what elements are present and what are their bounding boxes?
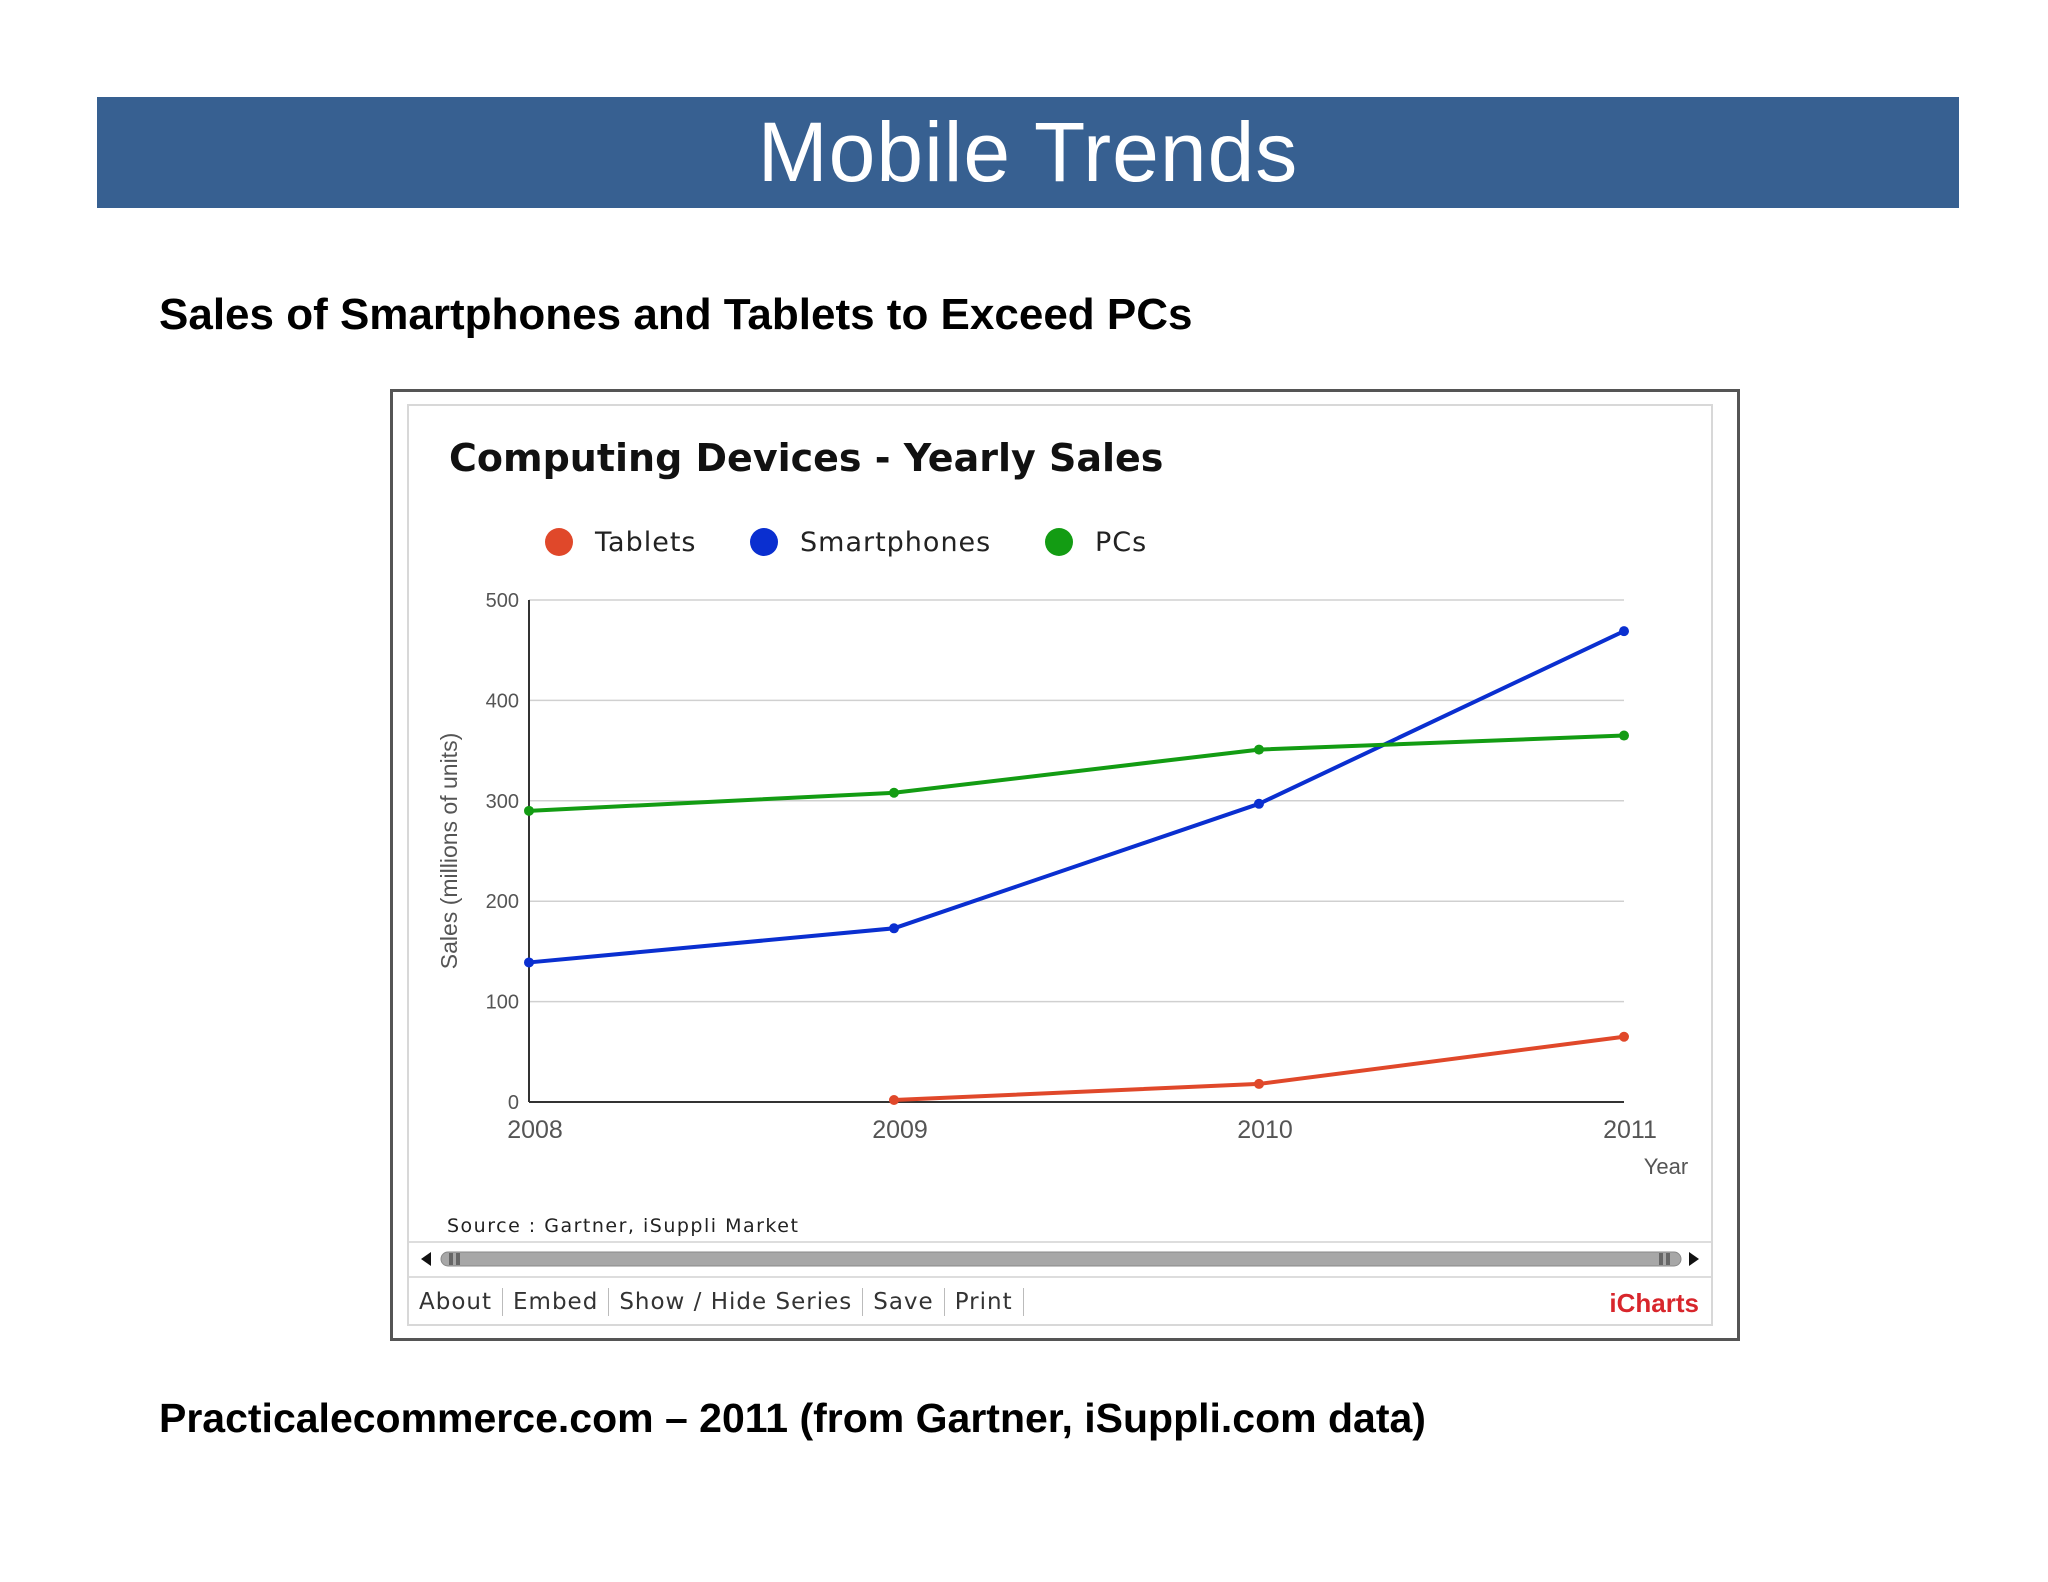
y-tick-label: 100: [486, 992, 519, 1014]
print-link[interactable]: Print: [945, 1288, 1024, 1316]
y-tick-label: 0: [508, 1092, 519, 1114]
y-tick-label: 400: [486, 690, 519, 712]
chart-toolbar: About Embed Show / Hide Series Save Prin…: [409, 1276, 1711, 1326]
scroll-grip-left-1: [449, 1253, 453, 1265]
slide-subtitle: Sales of Smartphones and Tablets to Exce…: [159, 290, 1193, 339]
data-point-tablets: [1619, 1031, 1629, 1042]
x-tick-label: 2009: [872, 1116, 928, 1144]
y-tick-label: 300: [486, 791, 519, 813]
data-point-pcs: [1254, 744, 1264, 755]
data-point-pcs: [1619, 730, 1629, 741]
data-point-smartphones: [524, 957, 534, 968]
scroll-grip-right-2: [1666, 1253, 1670, 1265]
about-link[interactable]: About: [409, 1288, 504, 1316]
data-point-tablets: [889, 1094, 899, 1105]
scroll-grip-right-1: [1659, 1253, 1663, 1265]
legend-label-pcs: PCs: [1095, 527, 1147, 558]
data-point-smartphones: [889, 923, 899, 934]
show-hide-series-link[interactable]: Show / Hide Series: [609, 1288, 864, 1316]
data-point-smartphones: [1254, 798, 1264, 809]
x-tick-label: 2008: [507, 1116, 563, 1144]
title-banner: Mobile Trends: [97, 97, 1959, 208]
source-caption: Practicalecommerce.com – 2011 (from Gart…: [159, 1395, 1426, 1441]
data-point-pcs: [524, 805, 534, 816]
series-line-pcs: [528, 733, 1625, 813]
data-point-smartphones: [1619, 626, 1629, 637]
slide-title: Mobile Trends: [757, 105, 1299, 199]
scroll-left-arrow: [421, 1252, 431, 1266]
data-point-tablets: [1254, 1078, 1264, 1089]
chart-title: Computing Devices - Yearly Sales: [449, 436, 1163, 480]
legend-marker-pcs: [1045, 528, 1073, 556]
y-tick-label: 200: [486, 891, 519, 913]
legend-label-tablets: Tablets: [594, 527, 696, 558]
y-tick-label: 500: [486, 590, 519, 612]
chart-widget: Computing Devices - Yearly Sales Tablets S…: [407, 404, 1713, 1326]
series-line-tablets: [893, 1034, 1625, 1102]
icharts-logo[interactable]: iCharts: [1609, 1288, 1699, 1318]
scroll-right-arrow: [1689, 1252, 1699, 1266]
scrollbar-thumb: [440, 1251, 1682, 1267]
legend-marker-smartphones: [750, 528, 778, 556]
embed-link[interactable]: Embed: [503, 1288, 610, 1316]
legend-label-smartphones: Smartphones: [800, 527, 991, 558]
x-axis-label: Year: [1644, 1154, 1688, 1179]
line-chart: Computing Devices - Yearly Sales Tablets S…: [409, 436, 1711, 1276]
x-tick-label: 2011: [1603, 1116, 1657, 1144]
data-point-pcs: [889, 787, 899, 798]
save-link[interactable]: Save: [863, 1288, 945, 1316]
x-tick-label: 2010: [1237, 1116, 1293, 1144]
y-axis-label: Sales (millions of units): [436, 733, 462, 969]
legend-marker-tablets: [545, 528, 573, 556]
scroll-grip-left-2: [456, 1253, 460, 1265]
series-line-smartphones: [528, 629, 1625, 965]
source-note-line1: Source : Gartner, iSuppli Market: [447, 1215, 799, 1237]
chart-frame: Computing Devices - Yearly Sales Tablets S…: [390, 389, 1740, 1341]
